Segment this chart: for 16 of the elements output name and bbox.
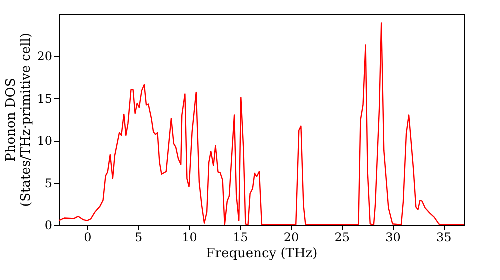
y-axis-title: Phonon DOS (States/THz·primitive cell): [4, 32, 34, 208]
x-tick-label: 10: [182, 230, 198, 244]
x-axis-title: Frequency (THz): [206, 246, 318, 262]
y-tick-label: 20: [37, 50, 52, 64]
x-tick-label: 25: [334, 230, 350, 244]
line-series: [59, 22, 464, 225]
x-tick-label: 35: [436, 230, 452, 244]
y-tick-label: 15: [37, 92, 52, 106]
y-tick-label: 0: [44, 218, 52, 232]
x-tick-label: 30: [386, 230, 401, 244]
x-tick-label: 0: [84, 230, 92, 244]
x-tick-label: 5: [135, 230, 143, 244]
y-tick-label: 10: [37, 134, 52, 148]
y-tick-label: 5: [44, 176, 52, 190]
x-tick-label: 20: [284, 230, 300, 244]
x-tick-label: 15: [232, 230, 248, 244]
